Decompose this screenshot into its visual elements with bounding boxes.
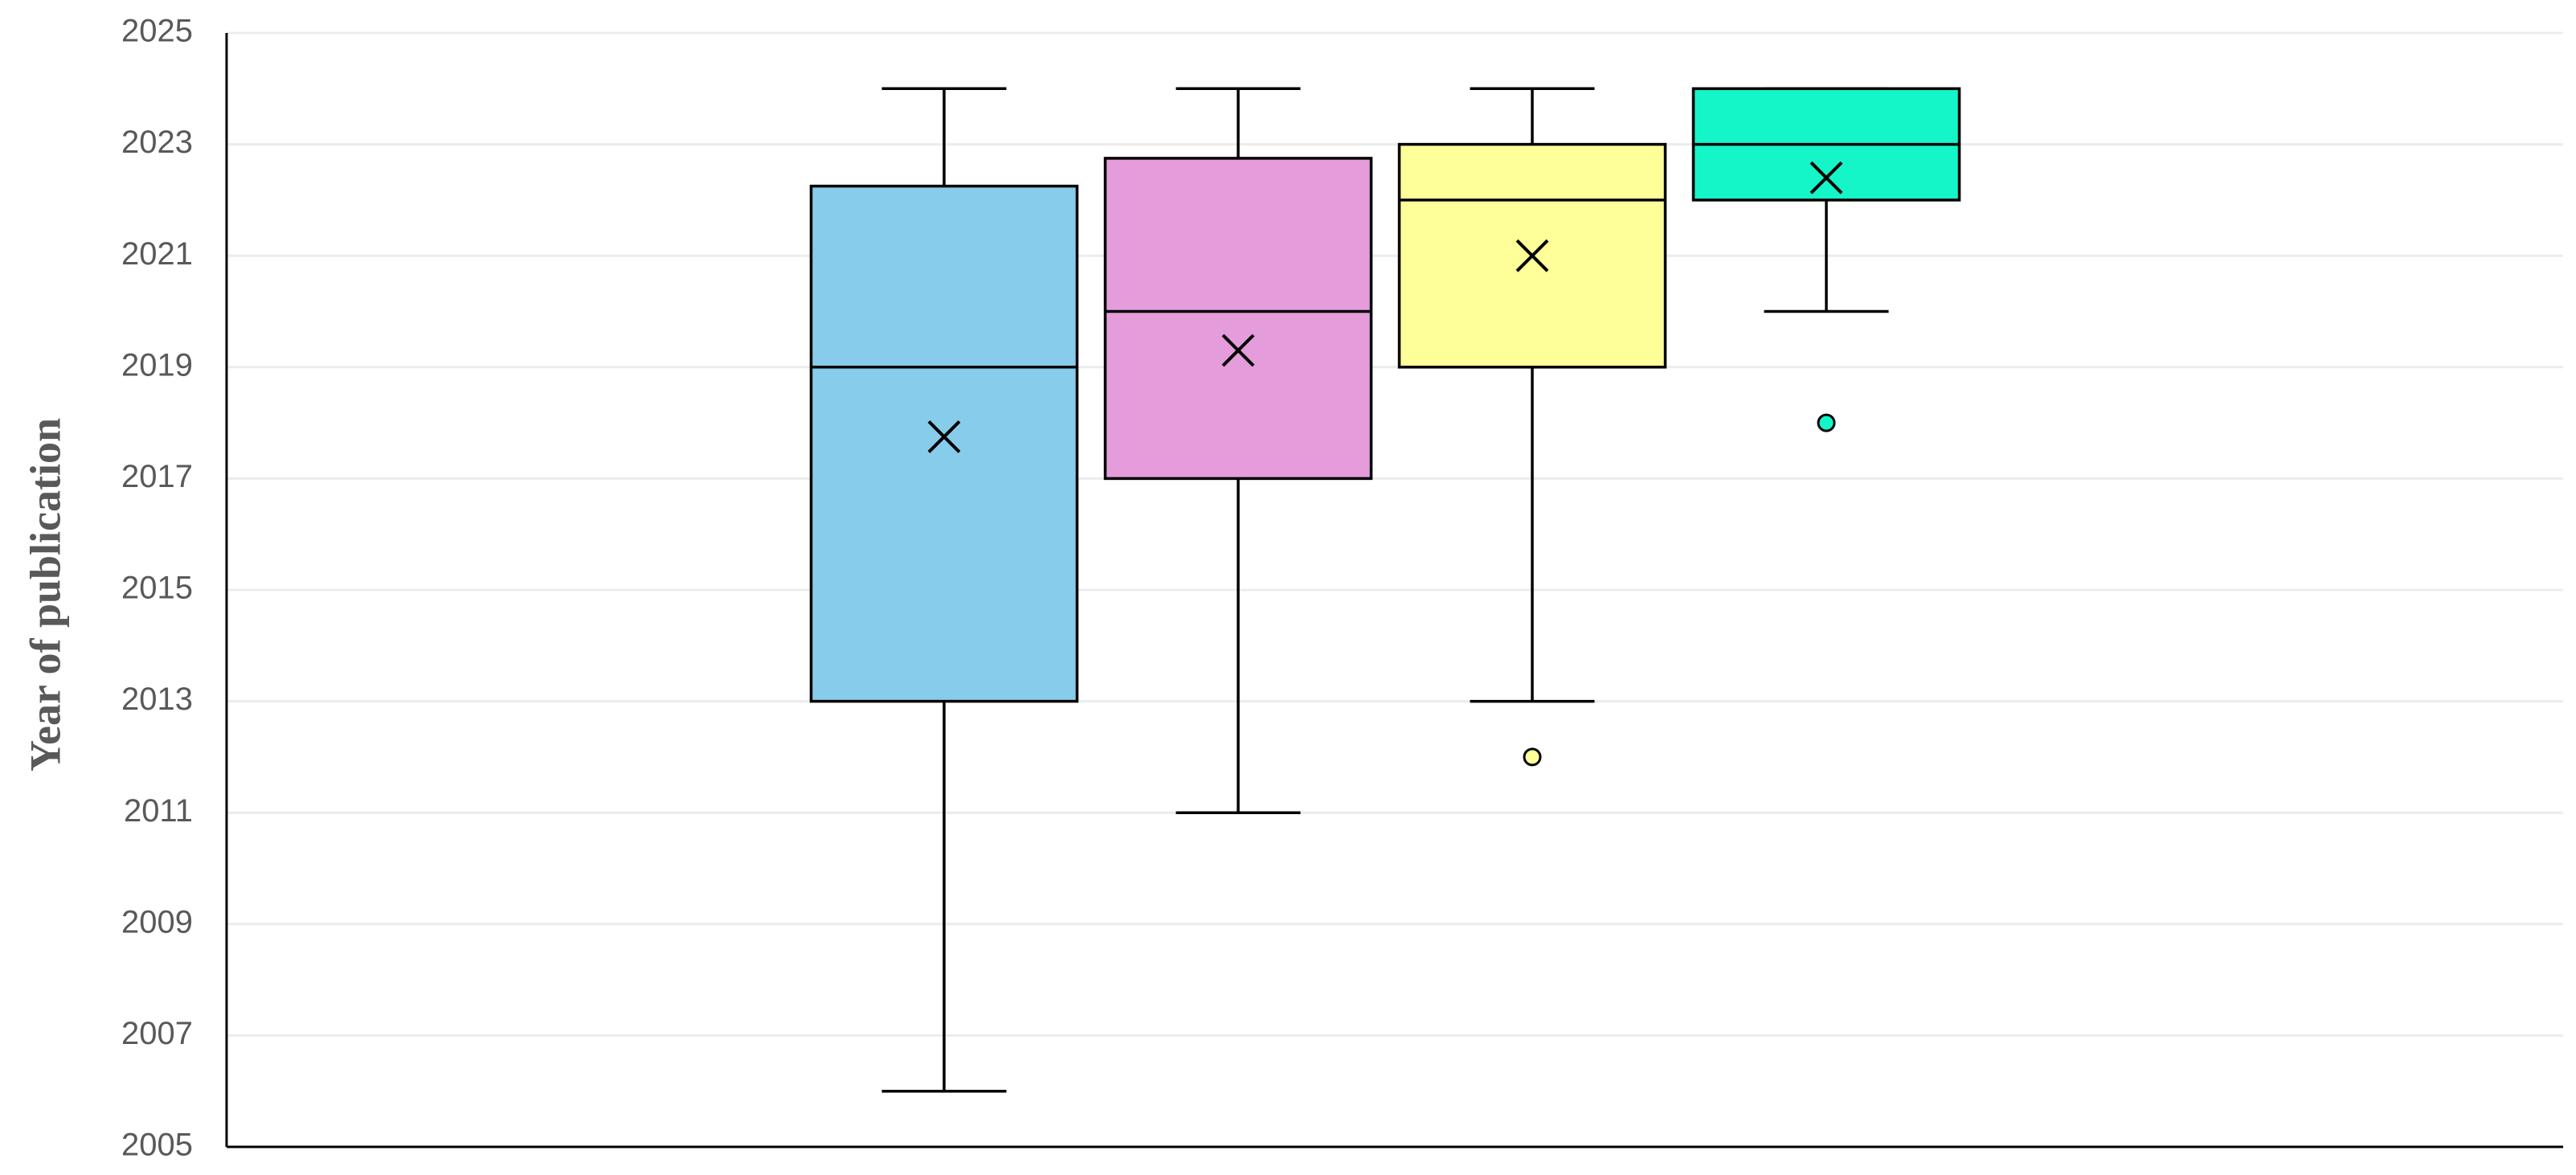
mean-marker bbox=[1515, 239, 1549, 272]
mean-marker bbox=[1809, 161, 1843, 194]
y-tick-label: 2023 bbox=[121, 125, 193, 160]
y-tick-label: 2021 bbox=[121, 236, 193, 272]
y-tick-label: 2011 bbox=[124, 793, 193, 829]
y-tick-label: 2015 bbox=[121, 571, 193, 606]
y-tick-label: 2009 bbox=[121, 904, 193, 940]
y-axis-label: Year of publication bbox=[21, 418, 69, 772]
box bbox=[809, 184, 1079, 703]
y-tick-label: 2025 bbox=[121, 14, 193, 49]
y-tick-label: 2005 bbox=[121, 1128, 193, 1163]
y-tick-label: 2013 bbox=[121, 682, 193, 717]
y-tick-label: 2019 bbox=[121, 347, 193, 383]
y-tick-label: 2007 bbox=[121, 1016, 193, 1051]
box bbox=[1103, 157, 1373, 481]
outlier bbox=[1817, 413, 1836, 432]
y-tick-label: 2017 bbox=[121, 459, 193, 494]
mean-marker bbox=[1221, 334, 1255, 367]
outlier bbox=[1523, 747, 1542, 767]
mean-marker bbox=[927, 420, 961, 453]
